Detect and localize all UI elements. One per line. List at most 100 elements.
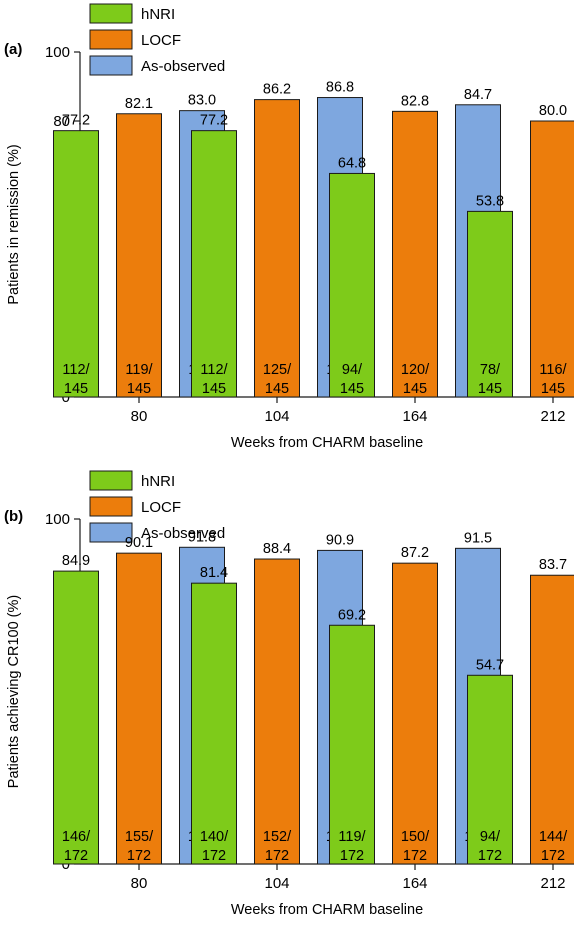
x-axis-title: Weeks from CHARM baseline <box>231 902 423 918</box>
bar-value-label: 91.5 <box>464 530 492 546</box>
bar-n-denominator: 172 <box>64 848 88 864</box>
bar-n-denominator: 145 <box>127 381 151 397</box>
bar-value-label: 82.1 <box>125 96 153 112</box>
bar <box>254 99 300 398</box>
bar-n-denominator: 145 <box>340 381 364 397</box>
y-axis-title: Patients in remission (%) <box>6 144 22 304</box>
remission-bar-chart: (a)hNRILOCFAs-observed020406080100Patien… <box>4 3 574 451</box>
bar <box>467 210 513 398</box>
bar-n-numerator: 120/ <box>401 362 430 378</box>
legend-swatch-2 <box>89 522 133 543</box>
bar-value-label: 64.8 <box>338 155 366 171</box>
bar-n-denominator: 172 <box>265 848 289 864</box>
bar-n-numerator: 119/ <box>338 829 366 845</box>
bar-n-denominator: 172 <box>541 848 565 864</box>
bar-n-numerator: 116/ <box>539 362 567 378</box>
legend-label-1: LOCF <box>141 32 181 49</box>
bar <box>329 172 375 398</box>
bar-n-denominator: 145 <box>478 381 502 397</box>
legend-swatch-1 <box>89 29 133 50</box>
chart-panel-a: (a)hNRILOCFAs-observed020406080100Patien… <box>0 0 574 467</box>
legend-swatch-2 <box>89 55 133 76</box>
bar <box>392 562 438 865</box>
bar-n-numerator: 155/ <box>125 829 154 845</box>
bar-value-label: 82.8 <box>401 93 429 109</box>
bar-value-label: 84.7 <box>464 87 492 103</box>
bar <box>191 582 237 865</box>
bar <box>116 552 162 865</box>
bar-n-denominator: 172 <box>202 848 226 864</box>
bar-n-numerator: 94/ <box>480 829 501 845</box>
bar-n-numerator: 146/ <box>62 829 91 845</box>
legend-label-2: As-observed <box>141 525 225 542</box>
bar-n-numerator: 144/ <box>539 829 568 845</box>
y-tick-label: 80 <box>53 113 70 130</box>
bar <box>254 558 300 865</box>
bar-value-label: 90.9 <box>326 532 354 548</box>
bar-n-numerator: 150/ <box>401 829 430 845</box>
bar-n-denominator: 172 <box>403 848 427 864</box>
bar-value-label: 84.9 <box>62 553 90 569</box>
panel-label: (b) <box>4 508 23 525</box>
bar-value-label: 83.7 <box>539 557 567 573</box>
bar-n-denominator: 172 <box>478 848 502 864</box>
bar-n-denominator: 145 <box>541 381 565 397</box>
bar-value-label: 77.2 <box>200 113 228 129</box>
bar-value-label: 69.2 <box>338 607 366 623</box>
bar-n-numerator: 125/ <box>263 362 292 378</box>
bar-value-label: 86.2 <box>263 82 291 98</box>
bar-n-numerator: 119/ <box>125 362 153 378</box>
bar-value-label: 53.8 <box>476 193 504 209</box>
bar-n-numerator: 112/ <box>200 362 228 378</box>
cr100-bar-chart: (b)hNRILOCFAs-observed020406080100Patien… <box>4 470 574 918</box>
bar-n-numerator: 140/ <box>200 829 229 845</box>
bar-value-label: 90.1 <box>125 535 153 551</box>
bar-value-label: 86.8 <box>326 80 354 96</box>
bar-n-denominator: 145 <box>202 381 226 397</box>
legend-label-2: As-observed <box>141 58 225 75</box>
bar-value-label: 81.4 <box>200 565 228 581</box>
bar <box>53 570 99 865</box>
legend-label-1: LOCF <box>141 499 181 516</box>
bar-value-label: 83.0 <box>188 93 216 109</box>
bar <box>329 624 375 865</box>
bar <box>530 574 574 865</box>
x-tick-label: 164 <box>402 875 427 892</box>
chart-panel-b: (b)hNRILOCFAs-observed020406080100Patien… <box>0 467 574 935</box>
x-tick-label: 80 <box>131 875 148 892</box>
legend-label-0: hNRI <box>141 473 175 490</box>
bar <box>392 110 438 398</box>
x-tick-label: 80 <box>131 408 148 425</box>
x-tick-label: 104 <box>264 408 289 425</box>
x-tick-label: 164 <box>402 408 427 425</box>
bar-value-label: 80.0 <box>539 103 567 119</box>
bar-n-denominator: 145 <box>64 381 88 397</box>
y-tick-label: 100 <box>45 511 70 528</box>
x-axis-title: Weeks from CHARM baseline <box>231 435 423 451</box>
x-tick-label: 104 <box>264 875 289 892</box>
bar <box>116 113 162 398</box>
bar <box>191 130 237 398</box>
bar-n-denominator: 172 <box>340 848 364 864</box>
legend-swatch-0 <box>89 470 133 491</box>
bar-value-label: 88.4 <box>263 541 291 557</box>
bar-n-denominator: 172 <box>127 848 151 864</box>
legend-label-0: hNRI <box>141 6 175 23</box>
bar-n-numerator: 112/ <box>62 362 90 378</box>
bar <box>467 674 513 865</box>
bar-n-numerator: 152/ <box>263 829 292 845</box>
bar-n-denominator: 145 <box>403 381 427 397</box>
bar-value-label: 87.2 <box>401 545 429 561</box>
bar-n-numerator: 78/ <box>480 362 501 378</box>
legend-swatch-1 <box>89 496 133 517</box>
bar <box>530 120 574 398</box>
bar-value-label: 54.7 <box>476 657 504 673</box>
bar-value-label: 77.2 <box>62 113 90 129</box>
x-tick-label: 212 <box>540 875 565 892</box>
panel-label: (a) <box>4 41 22 58</box>
bar <box>53 130 99 398</box>
y-tick-label: 100 <box>45 44 70 61</box>
legend-swatch-0 <box>89 3 133 24</box>
x-tick-label: 212 <box>540 408 565 425</box>
bar-n-denominator: 145 <box>265 381 289 397</box>
